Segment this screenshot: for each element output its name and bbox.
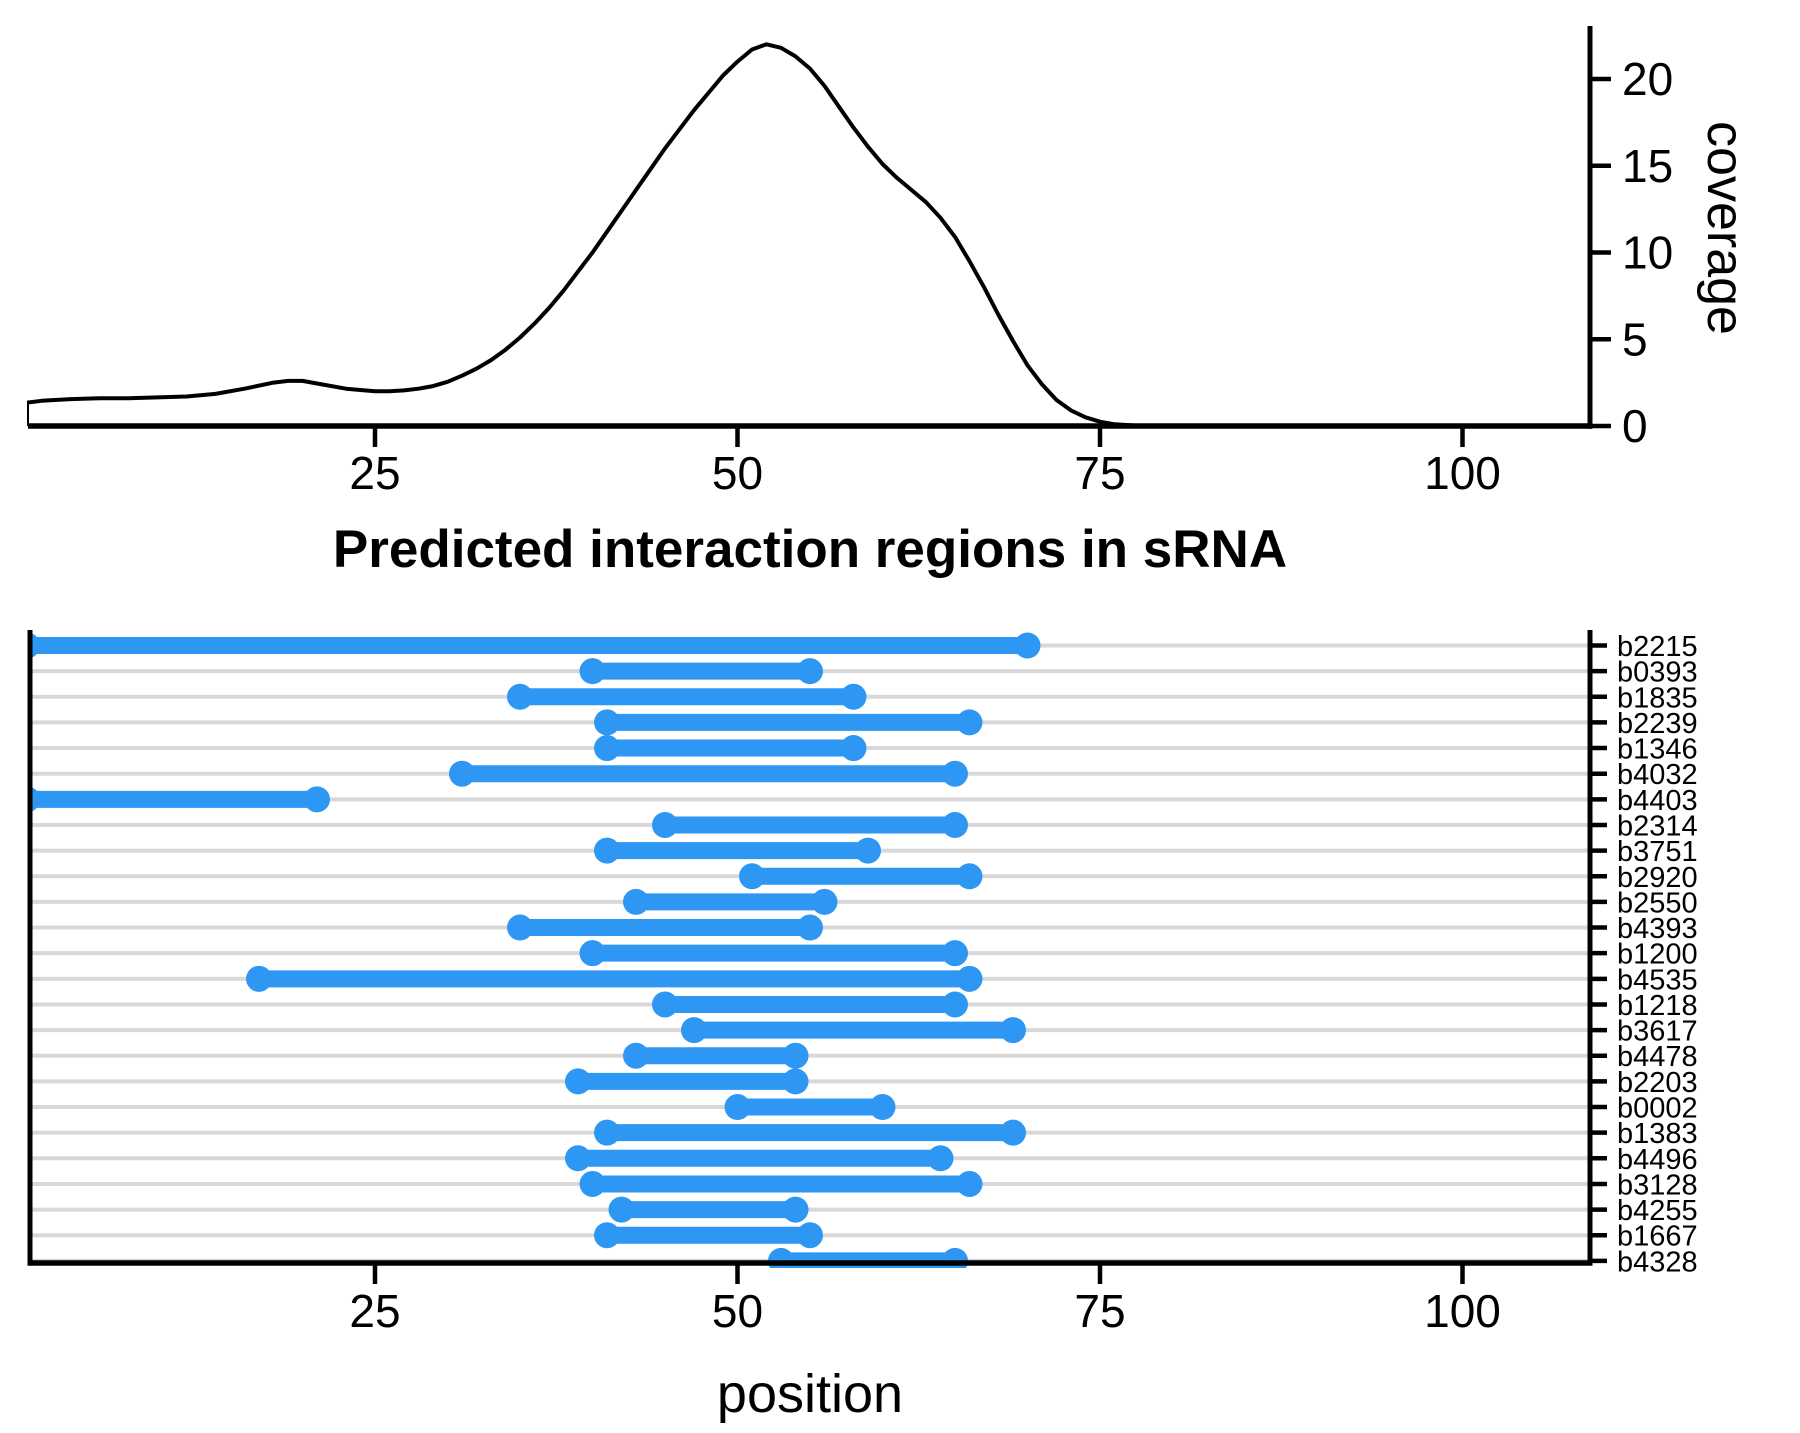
segment-start-dot	[579, 1170, 606, 1197]
segment-start-dot	[652, 991, 678, 1018]
segment-start-dot	[739, 863, 765, 890]
segment-end-dot	[782, 1068, 809, 1095]
row-label: b4403	[1617, 785, 1698, 817]
interaction-segments-panel: b2215b0393b1835b2239b1346b4032b4403b2314…	[27, 630, 1698, 1337]
segment-end-dot	[797, 1222, 823, 1249]
row-label: b0002	[1617, 1093, 1698, 1125]
top-x-tick-label: 100	[1424, 447, 1501, 499]
coverage-tick-label: 5	[1622, 313, 1648, 365]
segment-end-dot	[956, 863, 983, 890]
row-label: b4393	[1617, 913, 1698, 945]
row-label: b3617	[1617, 1016, 1698, 1048]
row-label: b1835	[1617, 682, 1698, 714]
segment-start-dot	[623, 1042, 649, 1069]
segment-end-dot	[956, 965, 983, 992]
row-label: b1200	[1617, 939, 1698, 971]
coverage-curve	[27, 42, 1590, 428]
segment-end-dot	[942, 991, 968, 1018]
segment-end-dot	[927, 1145, 954, 1172]
segment-start-dot	[594, 735, 620, 762]
row-label: b2215	[1617, 631, 1698, 663]
segment-end-dot	[840, 683, 867, 710]
bottom-x-tick-label: 25	[349, 1285, 400, 1337]
segment-end-dot	[942, 760, 968, 787]
row-label: b4535	[1617, 964, 1698, 996]
segment-end-dot	[855, 837, 881, 864]
segment-end-dot	[304, 786, 330, 813]
segment-start-dot	[565, 1145, 591, 1172]
segment-start-dot	[594, 1222, 620, 1249]
segment-start-dot	[594, 837, 620, 864]
segment-start-dot	[30, 786, 40, 812]
row-label: b2550	[1617, 887, 1698, 919]
coverage-density-panel: 25 50 75 100 0 5 10 15 20	[27, 26, 1673, 499]
segment-start-dot	[246, 965, 272, 992]
row-label: b4478	[1617, 1041, 1698, 1073]
top-x-tick-label: 50	[712, 447, 763, 499]
coverage-tick-label: 15	[1622, 140, 1673, 192]
segment-end-dot	[942, 940, 968, 967]
row-label: b2239	[1617, 708, 1698, 740]
segment-end-dot	[797, 658, 823, 685]
segment-end-dot	[1000, 1017, 1026, 1044]
segment-end-dot	[1000, 1119, 1026, 1146]
plot-title: Predicted interaction regions in sRNA	[333, 520, 1287, 579]
segment-start-dot	[681, 1017, 707, 1044]
segment-start-dot	[449, 760, 475, 787]
row-label: b1218	[1617, 990, 1698, 1022]
segment-start-dot	[652, 811, 678, 838]
segment-end-dot	[956, 1170, 983, 1197]
row-label: b2920	[1617, 862, 1698, 894]
row-label: b3751	[1617, 836, 1698, 868]
row-label: b1383	[1617, 1118, 1698, 1150]
row-label: b3128	[1617, 1169, 1698, 1201]
row-label: b2203	[1617, 1067, 1698, 1099]
top-x-tick-label: 25	[349, 447, 400, 499]
segment-end-dot	[782, 1042, 809, 1069]
bottom-x-tick-label: 100	[1424, 1285, 1501, 1337]
segment-end-dot	[1014, 632, 1041, 659]
segment-end-dot	[840, 735, 867, 762]
segment-end-dot	[797, 914, 823, 941]
segment-start-dot	[30, 632, 40, 659]
bottom-x-tick-label: 75	[1074, 1285, 1125, 1337]
row-label: b2314	[1617, 810, 1698, 842]
row-label: b1346	[1617, 734, 1698, 766]
row-label: b1667	[1617, 1221, 1698, 1253]
row-label: b0393	[1617, 657, 1698, 689]
segment-start-dot	[724, 1094, 751, 1121]
coverage-tick-label: 0	[1622, 400, 1648, 452]
y-axis-label-coverage: coverage	[1696, 121, 1754, 335]
segment-start-dot	[594, 1119, 620, 1146]
segment-start-dot	[579, 658, 606, 685]
segment-end-dot	[811, 888, 838, 915]
segment-end-dot	[782, 1196, 809, 1223]
x-axis-label-position: position	[717, 1364, 903, 1424]
segment-end-dot	[869, 1094, 896, 1121]
coverage-tick-label: 10	[1622, 227, 1673, 279]
segment-start-dot	[565, 1068, 591, 1095]
segment-start-dot	[579, 940, 606, 967]
row-label: b4328	[1617, 1246, 1698, 1278]
segment-end-dot	[942, 811, 968, 838]
top-x-tick-label: 75	[1074, 447, 1125, 499]
row-label: b4032	[1617, 759, 1698, 791]
row-label: b4255	[1617, 1195, 1698, 1227]
segment-end-dot	[956, 709, 983, 736]
bottom-x-tick-label: 50	[712, 1285, 763, 1337]
row-label: b4496	[1617, 1144, 1698, 1176]
segment-start-dot	[507, 683, 533, 710]
segment-start-dot	[507, 914, 533, 941]
coverage-tick-label: 20	[1622, 53, 1673, 105]
segment-start-dot	[608, 1196, 635, 1223]
segment-start-dot	[623, 888, 649, 915]
segment-start-dot	[594, 709, 620, 736]
